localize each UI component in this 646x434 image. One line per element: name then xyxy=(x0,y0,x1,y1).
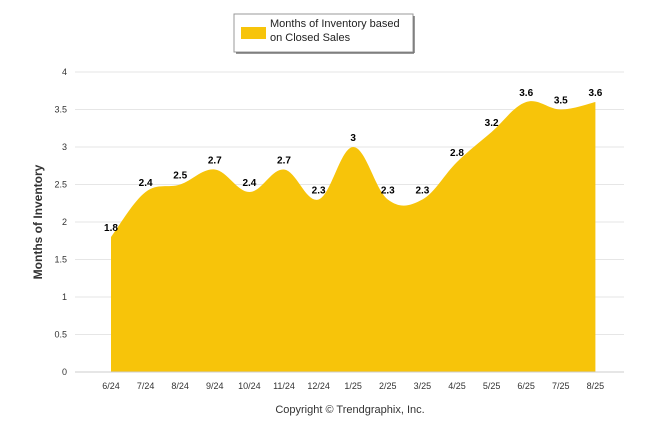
area-series xyxy=(111,101,596,372)
y-tick-label: 1 xyxy=(62,292,67,302)
data-label: 2.3 xyxy=(381,186,395,197)
x-tick-label: 2/25 xyxy=(379,381,397,391)
x-tick-label: 6/25 xyxy=(517,381,535,391)
legend-label-line-2: on Closed Sales xyxy=(270,32,351,44)
x-tick-label: 11/24 xyxy=(273,381,295,391)
x-tick-label: 4/25 xyxy=(448,381,466,391)
x-tick-label: 8/25 xyxy=(587,381,605,391)
legend-label-line-1: Months of Inventory based xyxy=(270,18,400,30)
y-tick-label: 1.5 xyxy=(54,255,67,265)
x-tick-label: 5/25 xyxy=(483,381,501,391)
y-axis-title: Months of Inventory xyxy=(31,164,45,279)
data-label: 2.4 xyxy=(139,178,153,189)
y-axis-ticks: 0 0.5 1 1.5 2 2.5 3 3.5 4 xyxy=(54,67,67,377)
x-tick-label: 8/24 xyxy=(171,381,189,391)
data-label: 3.6 xyxy=(588,88,602,99)
y-tick-label: 2 xyxy=(62,217,67,227)
y-tick-label: 4 xyxy=(62,67,67,77)
data-label: 2.3 xyxy=(312,186,326,197)
data-label: 2.5 xyxy=(173,171,187,182)
data-label: 3.6 xyxy=(519,88,533,99)
y-tick-label: 0 xyxy=(62,367,67,377)
copyright-footer: Copyright © Trendgraphix, Inc. xyxy=(275,404,424,416)
x-tick-label: 10/24 xyxy=(238,381,261,391)
x-tick-label: 7/24 xyxy=(137,381,155,391)
x-tick-label: 9/24 xyxy=(206,381,224,391)
y-tick-label: 3.5 xyxy=(54,105,67,115)
x-tick-label: 6/24 xyxy=(102,381,120,391)
legend: Months of Inventory based on Closed Sale… xyxy=(233,13,415,54)
data-label: 3 xyxy=(350,133,356,144)
data-label: 3.5 xyxy=(554,96,568,107)
x-tick-label: 12/24 xyxy=(307,381,330,391)
data-label: 2.4 xyxy=(242,178,256,189)
legend-swatch xyxy=(241,27,266,39)
data-labels: 1.8 2.4 2.5 2.7 2.4 2.7 2.3 3 2.3 2.3 2.8 3.2 3.6 3.5… xyxy=(104,88,603,234)
data-label: 3.2 xyxy=(485,118,499,129)
y-tick-label: 0.5 xyxy=(54,330,67,340)
x-tick-label: 7/25 xyxy=(552,381,570,391)
data-label: 2.3 xyxy=(415,186,429,197)
data-label: 2.8 xyxy=(450,148,464,159)
data-label: 1.8 xyxy=(104,223,118,234)
x-axis-ticks: 6/24 7/24 8/24 9/24 10/24 11/24 12/24 1/25 2/25 3… xyxy=(102,381,604,391)
x-tick-label: 1/25 xyxy=(344,381,362,391)
data-label: 2.7 xyxy=(277,156,291,167)
data-label: 2.7 xyxy=(208,156,222,167)
x-tick-label: 3/25 xyxy=(414,381,432,391)
y-tick-label: 3 xyxy=(62,142,67,152)
y-tick-label: 2.5 xyxy=(54,180,67,190)
